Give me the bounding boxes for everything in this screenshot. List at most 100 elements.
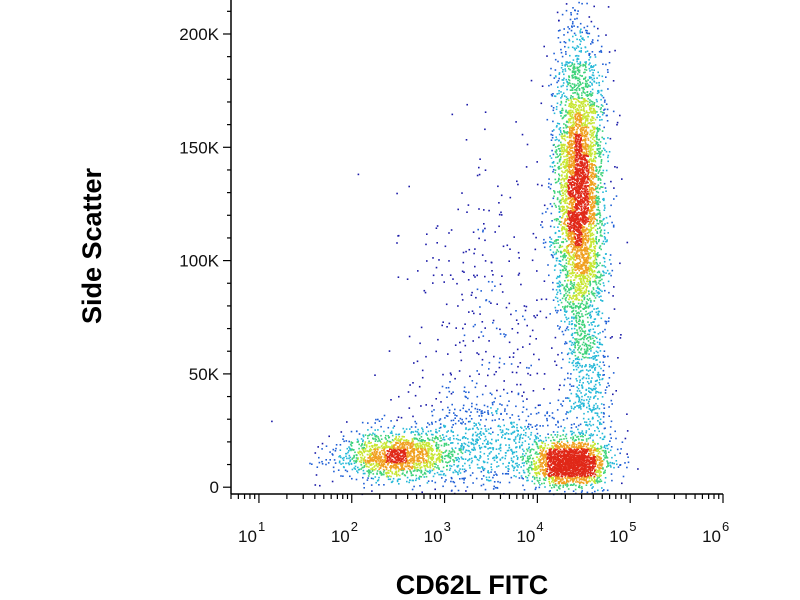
event-dot [549, 454, 552, 456]
event-dot [590, 241, 592, 243]
event-dot [561, 112, 563, 114]
event-dot [584, 46, 587, 48]
event-dot [549, 482, 551, 485]
event-dot [596, 346, 599, 348]
event-dot [598, 84, 601, 87]
event-dot [572, 206, 574, 208]
event-dot [587, 203, 589, 205]
event-dot [586, 249, 588, 251]
event-dot [571, 158, 573, 160]
event-dot [579, 260, 582, 263]
event-dot [612, 295, 614, 297]
event-dot [571, 176, 573, 178]
event-dot [589, 342, 592, 344]
event-dot [566, 273, 569, 276]
event-dot [562, 92, 565, 94]
event-dot [555, 309, 557, 312]
event-dot [597, 333, 600, 335]
event-dot [597, 240, 600, 243]
event-dot [574, 49, 576, 51]
event-dot [567, 249, 569, 252]
event-dot [584, 166, 586, 169]
event-dot [575, 133, 578, 136]
event-dot [568, 103, 571, 105]
event-dot [583, 193, 586, 196]
event-dot [573, 201, 576, 204]
event-dot [571, 459, 573, 461]
event-dot [597, 184, 600, 186]
event-dot [556, 102, 559, 105]
event-dot [592, 214, 594, 216]
event-dot [589, 317, 592, 319]
event-dot [586, 25, 589, 28]
event-dot [584, 313, 587, 316]
event-dot [576, 132, 578, 135]
event-dot [581, 38, 584, 40]
event-dot [563, 288, 565, 290]
event-dot [580, 292, 582, 294]
event-dot [571, 110, 574, 112]
event-dot [546, 118, 549, 121]
event-dot [590, 244, 592, 246]
event-dot [577, 100, 580, 103]
event-dot [589, 269, 591, 271]
event-dot [589, 106, 591, 109]
event-dot [553, 202, 556, 205]
event-dot [586, 120, 589, 122]
event-dot [592, 197, 594, 200]
event-dot [586, 199, 589, 202]
event-dot [589, 245, 591, 248]
event-dot [585, 205, 587, 207]
event-dot [588, 76, 591, 78]
event-dot [591, 483, 593, 486]
event-dot [576, 218, 578, 221]
event-dot [558, 128, 561, 130]
event-dot [577, 322, 580, 325]
event-dot [606, 69, 609, 71]
event-dot [552, 474, 554, 476]
event-dot [568, 179, 571, 182]
event-dot [579, 134, 582, 137]
event-dot [567, 236, 569, 238]
event-dot [586, 93, 589, 96]
event-dot [552, 256, 554, 259]
event-dot [591, 192, 594, 195]
event-dot [585, 105, 587, 107]
event-dot [583, 477, 585, 480]
event-dot [534, 472, 536, 474]
event-dot [564, 298, 567, 300]
event-dot [573, 176, 575, 179]
event-dot [575, 368, 578, 371]
event-dot [585, 66, 587, 69]
event-dot [602, 240, 605, 243]
event-dot [567, 121, 570, 124]
event-dot [582, 481, 584, 484]
event-dot [598, 270, 600, 273]
event-dot [586, 221, 588, 223]
event-dot [613, 198, 615, 200]
event-dot [560, 97, 562, 99]
event-dot [557, 304, 560, 306]
event-dot [583, 270, 585, 272]
event-dot [603, 264, 605, 267]
event-dot [589, 282, 591, 285]
event-dot [559, 150, 561, 152]
event-dot [572, 201, 574, 204]
event-dot [591, 240, 594, 243]
event-dot [593, 164, 595, 166]
event-dot [574, 288, 577, 291]
event-dot [577, 171, 579, 174]
event-dot [582, 102, 585, 105]
event-dot [585, 135, 588, 138]
event-dot [590, 148, 592, 150]
event-dot [570, 193, 573, 195]
event-dot [564, 139, 567, 142]
event-dot [594, 357, 596, 359]
event-dot [557, 455, 560, 457]
event-dot [595, 237, 597, 240]
event-dot [571, 216, 573, 219]
event-dot [583, 91, 585, 94]
event-dot [577, 193, 579, 195]
event-dot [587, 218, 590, 220]
event-dot [548, 465, 551, 467]
